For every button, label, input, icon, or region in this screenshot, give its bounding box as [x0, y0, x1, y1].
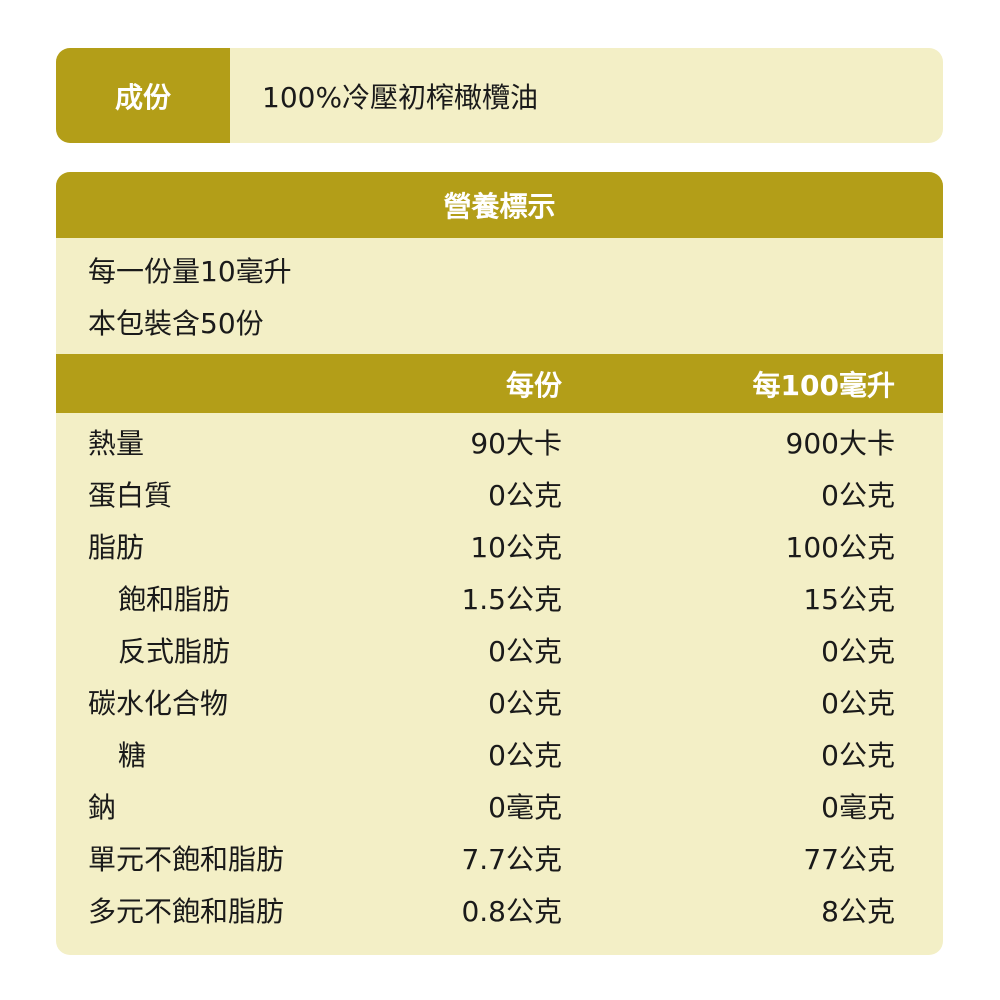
per-serving-value: 1.5公克 [461, 583, 562, 616]
per-100ml-value: 0公克 [821, 479, 895, 512]
nutrient-name: 多元不飽和脂肪 [88, 895, 285, 928]
nutrient-name: 鈉 [88, 791, 117, 824]
per-100ml-value: 77公克 [803, 843, 895, 876]
nutrient-name: 蛋白質 [88, 479, 173, 512]
ingredients-box: 成份 100%冷壓初榨橄欖油 [56, 48, 943, 143]
per-100ml-value: 0公克 [821, 739, 895, 772]
per-100ml-value: 900大卡 [785, 427, 895, 460]
column-header: 每份 每100毫升 [56, 354, 943, 413]
per-100ml-value: 15公克 [803, 583, 895, 616]
per-serving-value: 90大卡 [470, 427, 562, 460]
nutrient-row: 單元不飽和脂肪 7.7公克 77公克 [56, 832, 943, 884]
per-serving-value: 10公克 [470, 531, 562, 564]
nutrient-name: 脂肪 [88, 531, 145, 564]
per-serving-value: 0.8公克 [461, 895, 562, 928]
nutrition-facts-table: 營養標示 每一份量10毫升 本包裝含50份 每份 每100毫升 熱量 90大卡 90… [56, 172, 943, 955]
servings-per-pack: 本包裝含50份 [88, 307, 264, 340]
nutrient-name: 碳水化合物 [88, 687, 229, 720]
column-per-serving: 每份 [505, 368, 562, 402]
per-serving-value: 0毫克 [488, 791, 562, 824]
per-100ml-value: 100公克 [785, 531, 895, 564]
per-100ml-value: 0公克 [821, 687, 895, 720]
nutrient-name: 單元不飽和脂肪 [88, 843, 285, 876]
nutrient-name: 熱量 [88, 427, 145, 460]
per-100ml-value: 0公克 [821, 635, 895, 668]
per-serving-value: 0公克 [488, 687, 562, 720]
nutrient-name: 反式脂肪 [118, 635, 231, 668]
nutrient-row: 蛋白質 0公克 0公克 [56, 468, 943, 520]
nutrition-title: 營養標示 [56, 172, 943, 238]
per-serving-value: 0公克 [488, 479, 562, 512]
per-serving-value: 7.7公克 [461, 843, 562, 876]
nutrient-row: 反式脂肪 0公克 0公克 [56, 624, 943, 676]
nutrient-name: 糖 [118, 739, 147, 772]
ingredients-value: 100%冷壓初榨橄欖油 [262, 80, 539, 114]
per-100ml-value: 8公克 [821, 895, 895, 928]
per-100ml-value: 0毫克 [821, 791, 895, 824]
nutrient-name: 飽和脂肪 [118, 583, 231, 616]
nutrient-row: 多元不飽和脂肪 0.8公克 8公克 [56, 884, 943, 936]
nutrient-rows: 熱量 90大卡 900大卡 蛋白質 0公克 0公克 脂肪 10公克 100公克 飽和脂肪 1.5公克… [56, 413, 943, 936]
column-per-100ml: 每100毫升 [752, 368, 895, 402]
nutrient-row: 飽和脂肪 1.5公克 15公克 [56, 572, 943, 624]
nutrient-row: 鈉 0毫克 0毫克 [56, 780, 943, 832]
per-serving-value: 0公克 [488, 635, 562, 668]
per-serving-value: 0公克 [488, 739, 562, 772]
ingredients-label: 成份 [56, 48, 230, 143]
nutrient-row: 脂肪 10公克 100公克 [56, 520, 943, 572]
nutrient-row: 糖 0公克 0公克 [56, 728, 943, 780]
nutrient-row: 熱量 90大卡 900大卡 [56, 416, 943, 468]
nutrient-row: 碳水化合物 0公克 0公克 [56, 676, 943, 728]
serving-size: 每一份量10毫升 [88, 255, 292, 288]
